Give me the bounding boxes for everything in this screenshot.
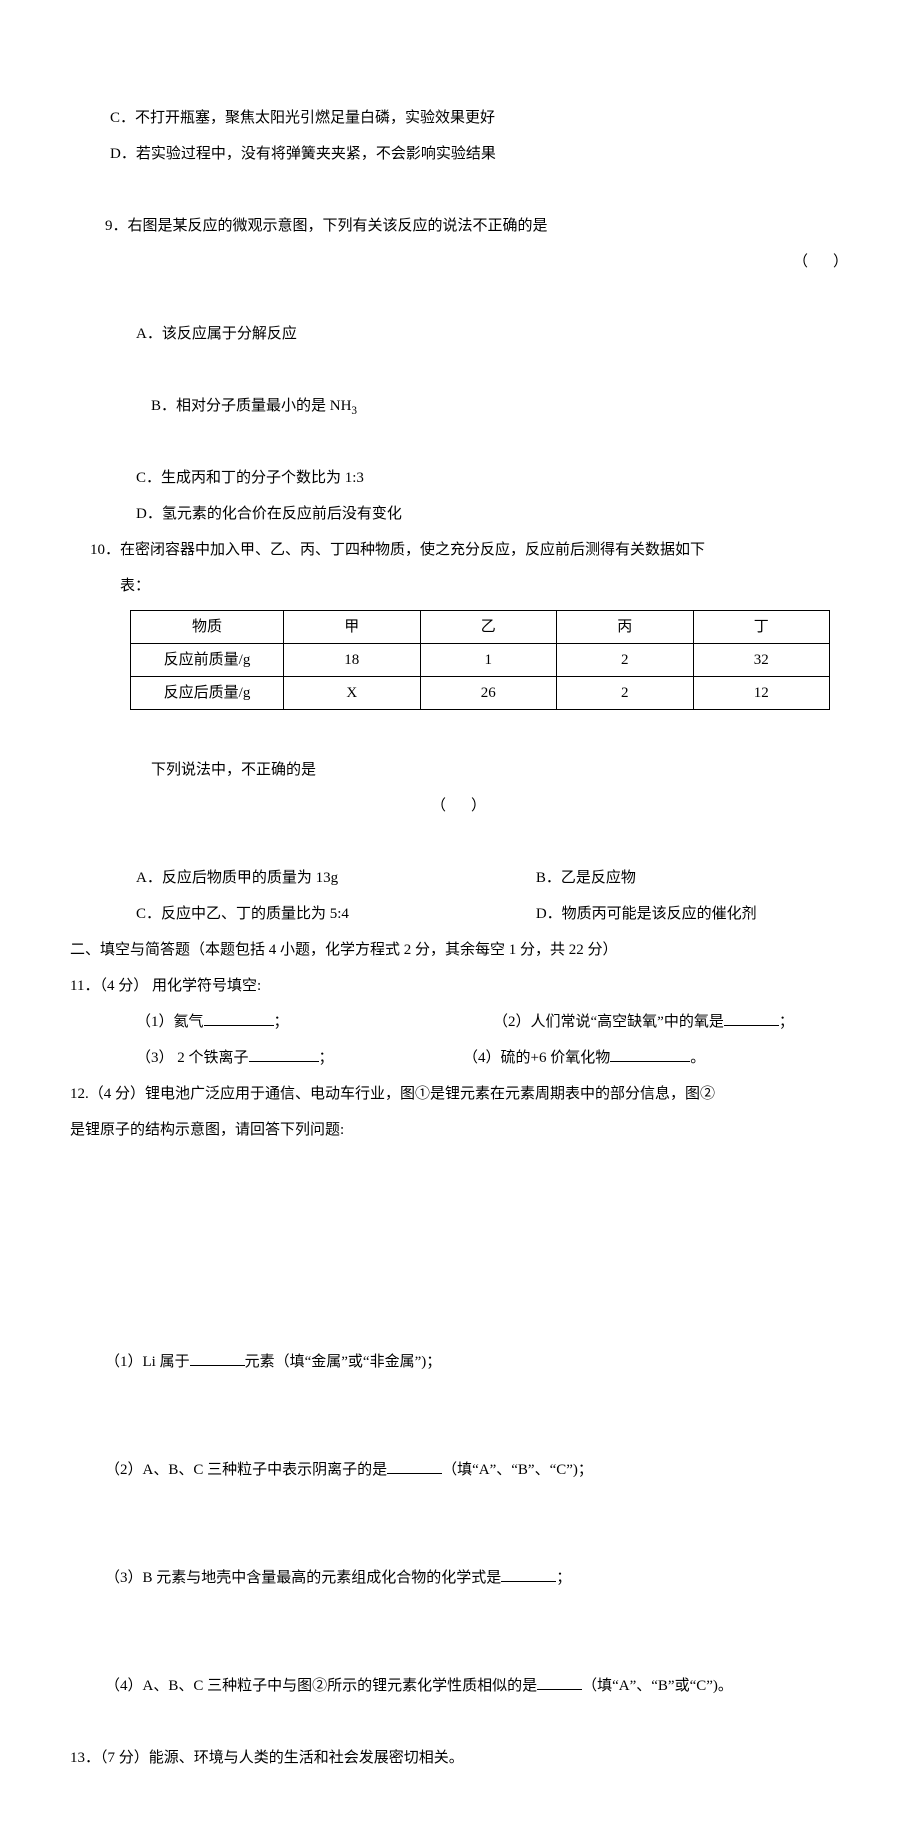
q8-option-d: D．若实验过程中，没有将弹簧夹夹紧，不会影响实验结果	[70, 136, 850, 172]
q12-stem1: 12.（4 分）锂电池广泛应用于通信、电动车行业，图①是锂元素在元素周期表中的部…	[70, 1076, 850, 1112]
q13-stem: 13．（7 分）能源、环境与人类的生活和社会发展密切相关。	[70, 1740, 850, 1776]
q12-p2-pre: （2）A、B、C 三种粒子中表示阴离子的是	[105, 1462, 387, 1478]
table-cell: 乙	[420, 611, 557, 644]
table-cell: 反应后质量/g	[131, 677, 284, 710]
q12-p2-suf: （填“A”、“B”、“C”)；	[442, 1462, 593, 1478]
q12-p3-suf: ；	[556, 1570, 571, 1586]
q12-stem2: 是锂原子的结构示意图，请回答下列问题:	[70, 1112, 850, 1148]
table-header-row: 物质 甲 乙 丙 丁	[131, 611, 830, 644]
blank	[204, 1012, 274, 1027]
q12-p2: （2）A、B、C 三种粒子中表示阴离子的是 （填“A”、“B”、“C”)；	[70, 1416, 850, 1524]
q12-p4-pre: （4）A、B、C 三种粒子中与图②所示的锂元素化学性质相似的是	[105, 1678, 537, 1694]
table-cell: 物质	[131, 611, 284, 644]
q12-p3-pre: （3）B 元素与地壳中含量最高的元素组成化合物的化学式是	[105, 1570, 501, 1586]
q12-figure-gap	[70, 1148, 850, 1308]
q11-p1-pre: （1）氦气	[136, 1014, 204, 1030]
table-cell: 26	[420, 677, 557, 710]
q11-p3-pre: （3） 2 个铁离子	[136, 1050, 249, 1066]
q11-p3: （3） 2 个铁离子 ；	[136, 1040, 493, 1076]
q10-stem: 10．在密闭容器中加入甲、乙、丙、丁四种物质，使之充分反应，反应前后测得有关数据…	[70, 532, 850, 568]
q9-stem-text: 9．右图是某反应的微观示意图，下列有关该反应的说法不正确的是	[105, 218, 548, 234]
q12-p4: （4）A、B、C 三种粒子中与图②所示的锂元素化学性质相似的是 （填“A”、“B”…	[70, 1632, 850, 1740]
table-cell: 2	[557, 644, 694, 677]
table-cell: 丁	[693, 611, 830, 644]
table-cell: 丙	[557, 611, 694, 644]
q10-tail-paren: （ ）	[151, 798, 488, 814]
q12-p3: （3）B 元素与地壳中含量最高的元素组成化合物的化学式是 ；	[70, 1524, 850, 1632]
table-cell: 32	[693, 644, 830, 677]
q10-tail: 下列说法中，不正确的是 （ ）	[70, 716, 850, 860]
q12-p1-pre: （1）Li 属于	[105, 1354, 190, 1370]
q10-tail-text: 下列说法中，不正确的是	[151, 762, 316, 778]
table-cell: 2	[557, 677, 694, 710]
table-cell: 甲	[284, 611, 421, 644]
q11-row1: （1）氦气 ； （2）人们常说“高空缺氧”中的氧是 ；	[70, 1004, 850, 1040]
q11-p2: （2）人们常说“高空缺氧”中的氧是 ；	[493, 1004, 850, 1040]
q11-p4-suf: 。	[690, 1050, 705, 1066]
q11-p2-pre: （2）人们常说“高空缺氧”中的氧是	[493, 1014, 724, 1030]
q9-b-sub: 3	[351, 405, 357, 417]
table-row: 反应前质量/g 18 1 2 32	[131, 644, 830, 677]
section-2-heading: 二、填空与简答题（本题包括 4 小题，化学方程式 2 分，其余每空 1 分，共 …	[70, 932, 850, 968]
q11-p2-suf: ；	[779, 1014, 794, 1030]
q12-p4-suf: （填“A”、“B”或“C”)。	[582, 1678, 733, 1694]
table-row: 反应后质量/g X 26 2 12	[131, 677, 830, 710]
q10-cd-row: C．反应中乙、丁的质量比为 5:4 D．物质丙可能是该反应的催化剂	[70, 896, 850, 932]
q10-option-c: C．反应中乙、丁的质量比为 5:4	[136, 896, 536, 932]
q10-option-d: D．物质丙可能是该反应的催化剂	[536, 896, 850, 932]
q9-option-c: C．生成丙和丁的分子个数比为 1:3	[70, 460, 850, 496]
q11-p3-suf: ；	[319, 1050, 334, 1066]
blank	[537, 1676, 582, 1691]
q9-b-pre: B．相对分子质量最小的是 NH	[151, 398, 351, 414]
table-cell: 反应前质量/g	[131, 644, 284, 677]
blank	[501, 1568, 556, 1583]
q9-option-d: D．氢元素的化合价在反应前后没有变化	[70, 496, 850, 532]
q11-p1-suf: ；	[274, 1014, 289, 1030]
q9-paren: （ ）	[793, 244, 850, 280]
q11-row2: （3） 2 个铁离子 ； （4）硫的+6 价氧化物 。	[70, 1040, 850, 1076]
blank	[724, 1012, 779, 1027]
q9-option-b: B．相对分子质量最小的是 NH3	[70, 352, 850, 460]
q10-ab-row: A．反应后物质甲的质量为 13g B．乙是反应物	[70, 860, 850, 896]
q9-stem: 9．右图是某反应的微观示意图，下列有关该反应的说法不正确的是 （ ）	[70, 172, 850, 316]
table-cell: X	[284, 677, 421, 710]
q12-p1: （1）Li 属于 元素（填“金属”或“非金属”)；	[70, 1308, 850, 1416]
table-cell: 18	[284, 644, 421, 677]
q11-p4-pre: （4）硫的+6 价氧化物	[463, 1050, 610, 1066]
q10-stem2: 表：	[70, 568, 850, 604]
blank	[610, 1048, 690, 1063]
q11-p1: （1）氦气 ；	[136, 1004, 493, 1040]
q9-option-a: A．该反应属于分解反应	[70, 316, 850, 352]
q10-table: 物质 甲 乙 丙 丁 反应前质量/g 18 1 2 32 反应后质量/g X 2…	[130, 610, 830, 710]
table-cell: 1	[420, 644, 557, 677]
blank	[387, 1460, 442, 1475]
q8-option-c: C．不打开瓶塞，聚焦太阳光引燃足量白磷，实验效果更好	[70, 100, 850, 136]
q10-option-a: A．反应后物质甲的质量为 13g	[136, 860, 536, 896]
blank	[249, 1048, 319, 1063]
q11-stem: 11．（4 分） 用化学符号填空:	[70, 968, 850, 1004]
blank	[190, 1352, 245, 1367]
q10-option-b: B．乙是反应物	[536, 860, 850, 896]
q12-p1-mid: 元素（填“金属”或“非金属”)；	[245, 1354, 442, 1370]
q11-p4: （4）硫的+6 价氧化物 。	[463, 1040, 820, 1076]
table-cell: 12	[693, 677, 830, 710]
